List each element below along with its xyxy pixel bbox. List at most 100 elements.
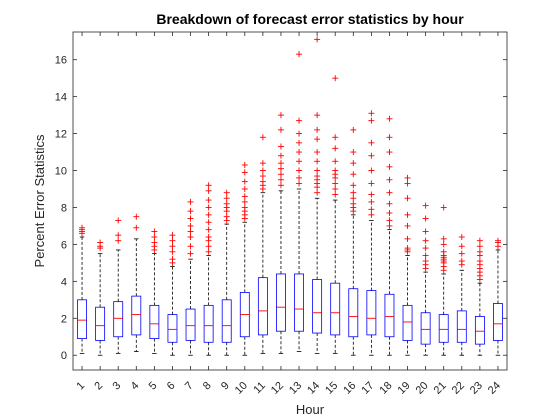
- outlier-marker: [458, 234, 465, 241]
- iqr-box: [294, 273, 304, 332]
- outlier-marker: [404, 222, 411, 229]
- y-axis-label: Percent Error Statistics: [32, 134, 47, 267]
- outlier-marker: [241, 185, 248, 192]
- outlier-marker: [223, 213, 230, 220]
- iqr-box: [348, 288, 359, 338]
- outlier-marker: [241, 161, 248, 168]
- x-tick-label: 8: [201, 380, 214, 393]
- outlier-marker: [223, 189, 230, 196]
- outlier-marker: [296, 139, 303, 146]
- box-hour-20: [420, 202, 431, 356]
- box-hour-15: [330, 75, 341, 354]
- outlier-marker: [277, 143, 284, 150]
- y-tick-label: 14: [55, 92, 67, 104]
- x-tick-label: 14: [305, 380, 322, 397]
- outlier-marker: [187, 208, 194, 215]
- outlier-marker: [205, 187, 212, 194]
- x-axis: 1 2 3 4 5 6 7 8 9 10 11 12 13 14 15 16 17 18 19 20 21 22 23 24: [74, 32, 503, 397]
- outlier-marker: [350, 189, 357, 196]
- outlier-marker: [296, 149, 303, 156]
- outlier-marker: [386, 176, 393, 183]
- outlier-marker: [404, 174, 411, 181]
- outlier-marker: [476, 237, 483, 244]
- outlier-marker: [332, 167, 339, 174]
- outlier-marker: [332, 75, 339, 82]
- outlier-marker: [350, 182, 357, 189]
- iqr-box: [366, 290, 377, 336]
- outlier-marker: [422, 252, 429, 259]
- iqr-box: [185, 308, 196, 341]
- y-tick-label: 16: [55, 55, 67, 67]
- x-tick-label: 20: [414, 380, 431, 397]
- iqr-box: [149, 304, 160, 340]
- x-tick-label: 6: [165, 380, 178, 393]
- outlier-marker: [332, 134, 339, 141]
- outlier-marker: [277, 112, 284, 119]
- outlier-marker: [205, 248, 212, 255]
- outlier-marker: [151, 228, 158, 235]
- plot-area: [77, 36, 503, 356]
- outlier-marker: [223, 195, 230, 202]
- box-hour-18: [384, 115, 395, 356]
- outlier-marker: [241, 178, 248, 185]
- x-tick-label: 15: [323, 380, 340, 397]
- outlier-marker: [386, 200, 393, 207]
- iqr-box: [203, 304, 214, 343]
- outlier-marker: [350, 171, 357, 178]
- outlier-marker: [386, 149, 393, 156]
- box-hour-21: [438, 204, 449, 356]
- outlier-marker: [458, 250, 465, 257]
- x-tick-label: 9: [219, 380, 232, 393]
- outlier-marker: [205, 197, 212, 204]
- outlier-marker: [296, 117, 303, 124]
- outlier-marker: [350, 200, 357, 207]
- outlier-marker: [259, 178, 266, 185]
- outlier-marker: [368, 110, 375, 117]
- outlier-marker: [368, 117, 375, 124]
- outlier-marker: [422, 245, 429, 252]
- box-hour-14: [312, 36, 323, 354]
- outlier-marker: [476, 243, 483, 250]
- outlier-marker: [277, 126, 284, 133]
- outlier-marker: [151, 239, 158, 246]
- outlier-marker: [386, 115, 393, 122]
- box-hour-12: [276, 112, 286, 354]
- outlier-marker: [422, 228, 429, 235]
- outlier-marker: [404, 211, 411, 218]
- outlier-marker: [368, 180, 375, 187]
- outlier-marker: [169, 248, 176, 255]
- x-tick-label: 22: [450, 380, 467, 397]
- outlier-marker: [494, 237, 501, 244]
- x-tick-label: 5: [147, 380, 160, 393]
- x-tick-label: 7: [183, 380, 196, 393]
- x-tick-label: 17: [359, 380, 376, 397]
- iqr-box: [113, 301, 124, 338]
- outlier-marker: [314, 158, 321, 165]
- x-tick-label: 1: [74, 380, 87, 393]
- outlier-marker: [187, 243, 194, 250]
- outlier-marker: [277, 152, 284, 159]
- outlier-marker: [404, 180, 411, 187]
- box-hour-17: [366, 110, 377, 356]
- axes-frame: [72, 31, 508, 371]
- outlier-marker: [476, 248, 483, 255]
- box-hour-5: [149, 228, 160, 354]
- outlier-marker: [187, 250, 194, 257]
- outlier-marker: [277, 171, 284, 178]
- iqr-box: [402, 304, 413, 341]
- x-tick-label: 2: [92, 380, 105, 393]
- iqr-box: [438, 314, 449, 343]
- box-hour-2: [95, 239, 106, 356]
- box-hour-10: [239, 161, 250, 356]
- outlier-marker: [296, 174, 303, 181]
- x-tick-label: 12: [269, 380, 286, 397]
- outlier-marker: [386, 217, 393, 224]
- outlier-marker: [314, 36, 321, 43]
- y-tick-label: 8: [61, 202, 67, 214]
- y-tick-label: 6: [61, 239, 67, 251]
- x-axis-label: Hour: [296, 402, 325, 417]
- outlier-marker: [332, 158, 339, 165]
- x-tick-label: 24: [486, 380, 503, 397]
- outlier-marker: [422, 202, 429, 209]
